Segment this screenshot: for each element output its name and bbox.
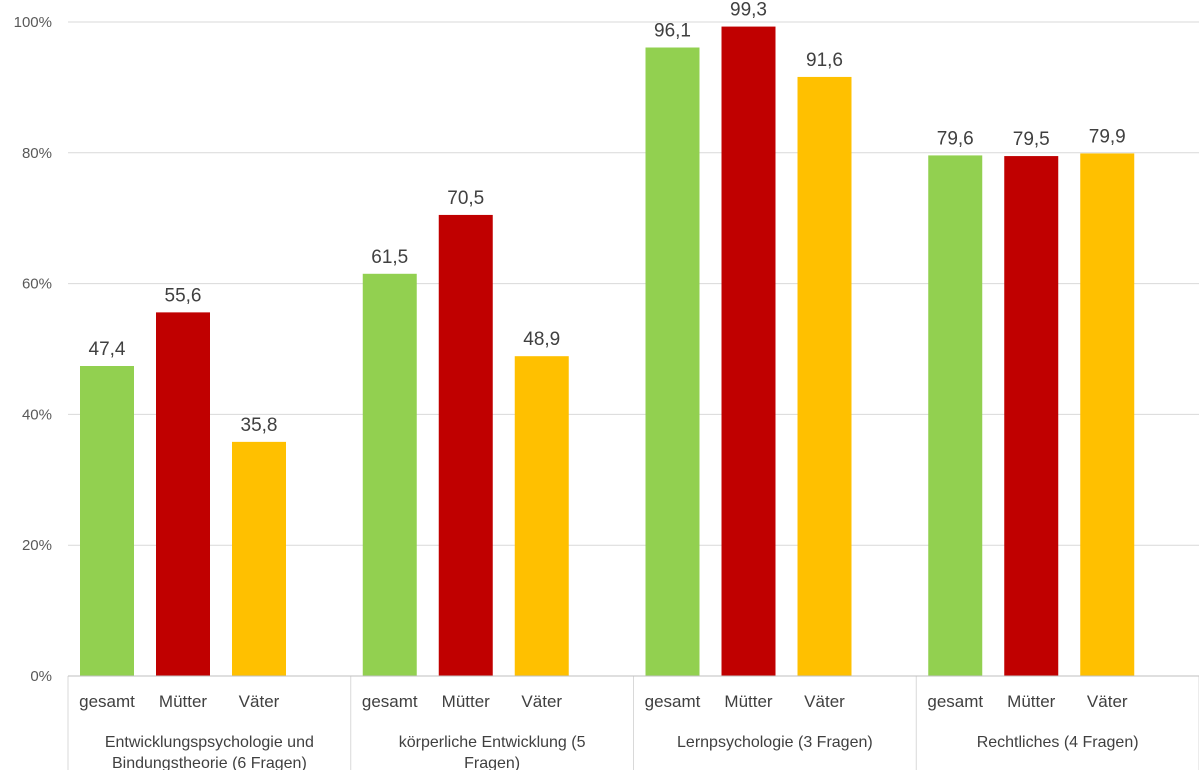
data-label: 99,3	[730, 0, 767, 21]
category-label: Entwicklungspsychologie und	[105, 734, 314, 751]
series-tick-label: Väter	[521, 692, 562, 711]
bar	[721, 26, 776, 676]
y-tick-label: 20%	[22, 537, 52, 554]
series-tick-label: Mütter	[724, 692, 773, 711]
data-label: 91,6	[806, 50, 843, 71]
bar	[438, 214, 493, 676]
series-tick-label: Mütter	[1007, 692, 1056, 711]
bar	[232, 441, 286, 676]
y-tick-label: 0%	[30, 668, 52, 685]
bar	[80, 366, 134, 676]
y-tick-label: 80%	[22, 145, 52, 162]
category-label: Rechtliches (4 Fragen)	[977, 734, 1139, 751]
series-tick-label: gesamt	[927, 692, 983, 711]
data-labels: 47,4 55,6 35,8 61,5 70,5 48,9 96,1 99,3 91,6 79,6…	[89, 0, 1126, 436]
bar	[645, 47, 700, 677]
y-tick-label: 40%	[22, 406, 52, 423]
data-label: 48,9	[523, 329, 560, 350]
data-label: 79,9	[1089, 126, 1126, 147]
series-tick-label: Väter	[239, 692, 280, 711]
data-label: 55,6	[165, 285, 202, 306]
data-label: 47,4	[89, 339, 126, 360]
y-tick-label: 100%	[14, 14, 52, 31]
bars	[80, 26, 1135, 677]
data-label: 70,5	[447, 188, 484, 209]
series-tick-label: Väter	[1087, 692, 1128, 711]
series-tick-label: Väter	[804, 692, 845, 711]
bar	[156, 312, 210, 676]
bar	[514, 356, 569, 676]
data-label: 61,5	[371, 247, 408, 268]
y-axis-ticks: 0% 20% 40% 60% 80% 100%	[14, 14, 52, 685]
bar	[362, 273, 417, 676]
bar	[1080, 153, 1135, 677]
data-label: 79,6	[937, 128, 974, 149]
bar	[1004, 156, 1059, 676]
series-tick-label: Mütter	[159, 692, 208, 711]
series-tick-label: gesamt	[79, 692, 135, 711]
y-tick-label: 60%	[22, 276, 52, 293]
data-label: 79,5	[1013, 129, 1050, 150]
category-label: Bindungstheorie (6 Fragen)	[112, 755, 307, 770]
bar	[797, 76, 852, 677]
series-tick-label: gesamt	[362, 692, 418, 711]
data-label: 35,8	[241, 415, 278, 436]
category-label: Fragen)	[464, 755, 520, 770]
bar	[928, 155, 983, 676]
category-label: körperliche Entwicklung (5	[399, 734, 586, 751]
data-label: 96,1	[654, 21, 691, 42]
x-axis: gesamt Mütter Väter Entwicklungspsychologie…	[67, 675, 1199, 770]
series-tick-label: Mütter	[442, 692, 491, 711]
series-tick-label: gesamt	[645, 692, 701, 711]
category-label: Lernpsychologie (3 Fragen)	[677, 734, 873, 751]
